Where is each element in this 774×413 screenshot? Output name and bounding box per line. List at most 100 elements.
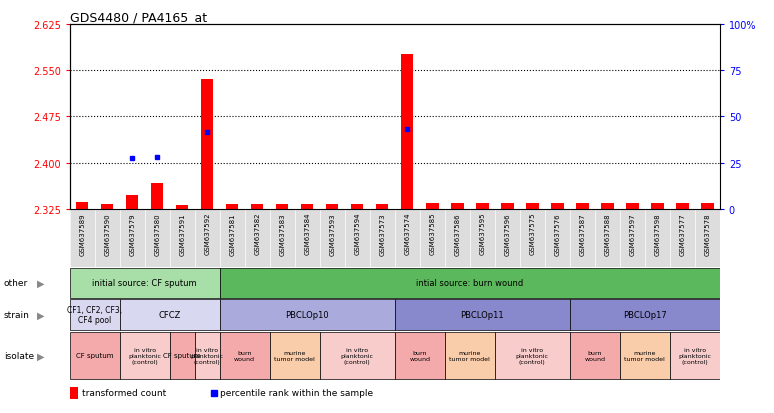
Text: GSM637583: GSM637583 bbox=[279, 212, 285, 255]
FancyBboxPatch shape bbox=[195, 332, 220, 379]
Text: CF1, CF2, CF3,
CF4 pool: CF1, CF2, CF3, CF4 pool bbox=[67, 305, 122, 325]
FancyBboxPatch shape bbox=[220, 268, 720, 299]
FancyBboxPatch shape bbox=[70, 332, 120, 379]
Text: isolate: isolate bbox=[4, 351, 34, 360]
Text: CF sputum: CF sputum bbox=[76, 352, 114, 358]
Text: burn
wound: burn wound bbox=[409, 350, 430, 361]
Text: other: other bbox=[4, 279, 28, 288]
Text: murine
tumor model: murine tumor model bbox=[625, 350, 665, 361]
Text: GSM637591: GSM637591 bbox=[180, 212, 185, 255]
FancyBboxPatch shape bbox=[395, 332, 445, 379]
FancyBboxPatch shape bbox=[120, 300, 220, 330]
Bar bbox=[576, 204, 588, 209]
Bar bbox=[251, 204, 263, 209]
Text: GSM637588: GSM637588 bbox=[604, 212, 610, 255]
Text: murine
tumor model: murine tumor model bbox=[450, 350, 490, 361]
Text: strain: strain bbox=[4, 311, 29, 320]
Text: GSM637575: GSM637575 bbox=[529, 212, 536, 255]
Text: in vitro
planktonic
(control): in vitro planktonic (control) bbox=[128, 347, 161, 364]
Text: CF sputum: CF sputum bbox=[163, 352, 201, 358]
FancyBboxPatch shape bbox=[395, 300, 570, 330]
FancyBboxPatch shape bbox=[570, 332, 620, 379]
Text: GSM637595: GSM637595 bbox=[479, 212, 485, 255]
Text: GSM637594: GSM637594 bbox=[354, 212, 360, 255]
FancyBboxPatch shape bbox=[620, 332, 670, 379]
Bar bbox=[226, 204, 238, 209]
Text: GSM637593: GSM637593 bbox=[329, 212, 335, 255]
Bar bbox=[126, 195, 139, 209]
Bar bbox=[326, 204, 338, 209]
Bar bbox=[70, 387, 77, 399]
Text: GSM637597: GSM637597 bbox=[629, 212, 635, 255]
Bar bbox=[426, 204, 439, 209]
Bar bbox=[401, 55, 413, 209]
Bar bbox=[501, 204, 513, 209]
Bar bbox=[376, 204, 389, 209]
Bar bbox=[301, 204, 313, 209]
Text: intial source: burn wound: intial source: burn wound bbox=[416, 279, 523, 288]
Bar bbox=[451, 204, 464, 209]
Text: GDS4480 / PA4165_at: GDS4480 / PA4165_at bbox=[70, 11, 207, 24]
Text: GSM637581: GSM637581 bbox=[229, 212, 235, 255]
Text: in vitro
planktonic
(control): in vitro planktonic (control) bbox=[341, 347, 374, 364]
FancyBboxPatch shape bbox=[570, 300, 720, 330]
Bar bbox=[276, 204, 289, 209]
Bar bbox=[151, 183, 163, 209]
Bar bbox=[176, 205, 188, 209]
FancyBboxPatch shape bbox=[670, 332, 720, 379]
Bar bbox=[526, 204, 539, 209]
FancyBboxPatch shape bbox=[70, 300, 120, 330]
Text: GSM637596: GSM637596 bbox=[505, 212, 510, 255]
Text: GSM637589: GSM637589 bbox=[79, 212, 85, 255]
FancyBboxPatch shape bbox=[445, 332, 495, 379]
Bar bbox=[101, 204, 114, 209]
Text: transformed count: transformed count bbox=[81, 388, 166, 397]
FancyBboxPatch shape bbox=[320, 332, 395, 379]
Bar bbox=[601, 204, 614, 209]
Text: GSM637579: GSM637579 bbox=[129, 212, 135, 255]
Text: PBCLOp10: PBCLOp10 bbox=[286, 311, 329, 320]
Text: ▶: ▶ bbox=[36, 310, 44, 320]
Text: CFCZ: CFCZ bbox=[159, 311, 181, 320]
Text: burn
wound: burn wound bbox=[584, 350, 605, 361]
Bar bbox=[476, 204, 488, 209]
Bar bbox=[651, 204, 663, 209]
Text: in vitro
planktonic
(control): in vitro planktonic (control) bbox=[678, 347, 711, 364]
Text: GSM637598: GSM637598 bbox=[654, 212, 660, 255]
Text: GSM637573: GSM637573 bbox=[379, 212, 385, 255]
Text: murine
tumor model: murine tumor model bbox=[274, 350, 315, 361]
Text: PBCLOp11: PBCLOp11 bbox=[461, 311, 504, 320]
Text: ▶: ▶ bbox=[36, 278, 44, 288]
Text: GSM637586: GSM637586 bbox=[454, 212, 461, 255]
Text: in vitro
planktonic
(control): in vitro planktonic (control) bbox=[515, 347, 549, 364]
FancyBboxPatch shape bbox=[70, 268, 220, 299]
FancyBboxPatch shape bbox=[120, 332, 170, 379]
Text: GSM637590: GSM637590 bbox=[104, 212, 110, 255]
Text: GSM637577: GSM637577 bbox=[680, 212, 685, 255]
Text: burn
wound: burn wound bbox=[235, 350, 255, 361]
Text: initial source: CF sputum: initial source: CF sputum bbox=[92, 279, 197, 288]
FancyBboxPatch shape bbox=[269, 332, 320, 379]
Text: GSM637585: GSM637585 bbox=[430, 212, 435, 255]
Text: GSM637580: GSM637580 bbox=[154, 212, 160, 255]
FancyBboxPatch shape bbox=[220, 300, 395, 330]
FancyBboxPatch shape bbox=[170, 332, 195, 379]
Text: GSM637576: GSM637576 bbox=[554, 212, 560, 255]
Bar bbox=[351, 204, 364, 209]
Text: GSM637574: GSM637574 bbox=[404, 212, 410, 255]
Text: in vitro
planktonic
(control): in vitro planktonic (control) bbox=[190, 347, 224, 364]
Text: GSM637592: GSM637592 bbox=[204, 212, 211, 255]
FancyBboxPatch shape bbox=[220, 332, 269, 379]
Bar bbox=[201, 80, 214, 209]
Bar bbox=[701, 204, 714, 209]
Text: GSM637582: GSM637582 bbox=[254, 212, 260, 255]
Bar bbox=[551, 204, 563, 209]
Text: GSM637584: GSM637584 bbox=[304, 212, 310, 255]
FancyBboxPatch shape bbox=[495, 332, 570, 379]
Text: GSM637587: GSM637587 bbox=[579, 212, 585, 255]
Text: percentile rank within the sample: percentile rank within the sample bbox=[220, 388, 373, 397]
Text: GSM637578: GSM637578 bbox=[704, 212, 711, 255]
Bar bbox=[626, 204, 639, 209]
Text: ▶: ▶ bbox=[36, 350, 44, 361]
Bar bbox=[676, 204, 689, 209]
